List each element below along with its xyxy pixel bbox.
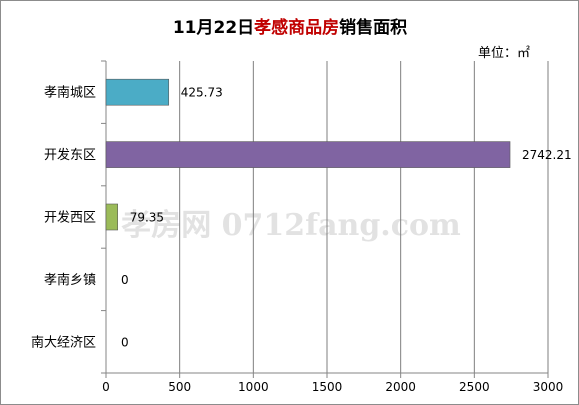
chart-title: 11月22日孝感商品房销售面积 xyxy=(173,17,407,38)
category-label-0: 孝南城区 xyxy=(44,85,96,101)
x-tick-label-4: 2000 xyxy=(385,380,416,394)
unit-label: 单位：㎡ xyxy=(478,46,530,61)
value-label-4: 0 xyxy=(121,335,129,349)
plot-area: 孝房网 0712fang.com 0 500 1000 1500 2000 2500 3000… xyxy=(31,60,572,394)
x-tick-label-1: 500 xyxy=(168,380,191,394)
value-label-2: 79.35 xyxy=(130,211,164,225)
category-label-1: 开发东区 xyxy=(44,147,96,163)
value-label-1: 2742.21 xyxy=(522,148,572,162)
value-label-0: 425.73 xyxy=(181,86,223,100)
bar-1 xyxy=(105,141,511,168)
chart-title-date: 11月22日 xyxy=(173,18,254,38)
x-tick-label-3: 1500 xyxy=(312,380,343,394)
value-label-3: 0 xyxy=(121,273,129,287)
chart-title-city: 孝感商品房 xyxy=(254,17,339,38)
category-label-4: 南大经济区 xyxy=(31,334,96,350)
chart-title-suffix: 销售面积 xyxy=(339,17,407,38)
watermark-text: 孝房网 0712fang.com xyxy=(121,208,461,243)
x-tick-label-5: 2500 xyxy=(459,380,490,394)
bar-2 xyxy=(105,203,118,231)
category-label-2: 开发西区 xyxy=(44,210,96,226)
category-label-3: 孝南乡镇 xyxy=(44,272,96,288)
x-tick-label-0: 0 xyxy=(102,380,110,394)
x-tick-label-2: 1000 xyxy=(238,380,269,394)
x-tick-label-6: 3000 xyxy=(533,380,564,394)
bar-0 xyxy=(105,78,170,106)
